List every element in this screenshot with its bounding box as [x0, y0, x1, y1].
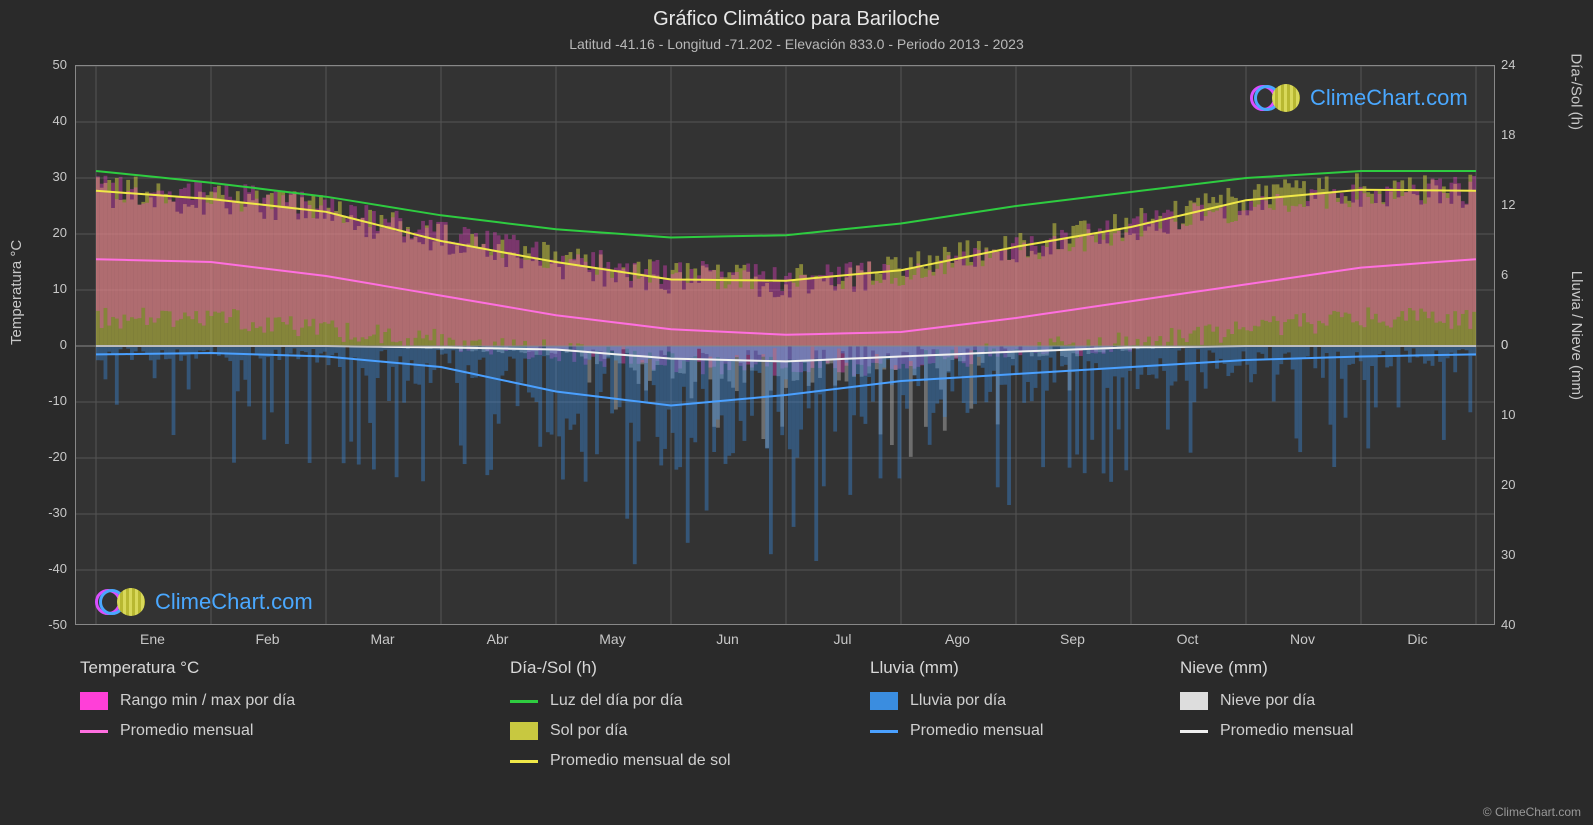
tick-right-bot: 0: [1501, 337, 1541, 352]
plot-svg: [76, 66, 1495, 625]
legend-item: Lluvia por día: [870, 692, 1043, 710]
axis-left-label: Temperatura °C: [8, 240, 25, 345]
tick-right-bot: 30: [1501, 547, 1541, 562]
tick-right-bot: 10: [1501, 407, 1541, 422]
axis-right-top-label: Día-/Sol (h): [1568, 53, 1585, 130]
tick-right-bot: 40: [1501, 617, 1541, 632]
legend-label: Lluvia por día: [910, 692, 1006, 710]
tick-left: -30: [27, 505, 67, 520]
legend-item: Nieve por día: [1180, 692, 1353, 710]
tick-right-top: 18: [1501, 127, 1541, 142]
month-label: Jun: [716, 631, 739, 647]
plot-area: [75, 65, 1495, 625]
month-label: Feb: [255, 631, 279, 647]
month-label: Mar: [370, 631, 394, 647]
watermark-text: ClimeChart.com: [155, 589, 313, 615]
legend-label: Promedio mensual: [120, 722, 253, 740]
legend-section-rain: Lluvia (mm) Lluvia por día Promedio mensua…: [870, 658, 1043, 752]
axis-right-bot-label: Lluvia / Nieve (mm): [1568, 271, 1585, 400]
legend-label: Luz del día por día: [550, 692, 683, 710]
legend-label: Rango min / max por día: [120, 692, 295, 710]
legend-title: Lluvia (mm): [870, 658, 1043, 678]
tick-left: -20: [27, 449, 67, 464]
legend-swatch: [80, 692, 108, 710]
legend-item: Promedio mensual: [1180, 722, 1353, 740]
legend-title: Día-/Sol (h): [510, 658, 731, 678]
legend-title: Temperatura °C: [80, 658, 295, 678]
tick-left: 10: [27, 281, 67, 296]
tick-left: 0: [27, 337, 67, 352]
tick-left: -50: [27, 617, 67, 632]
legend-item: Rango min / max por día: [80, 692, 295, 710]
tick-left: 50: [27, 57, 67, 72]
legend-swatch: [1180, 730, 1208, 733]
legend-swatch: [870, 692, 898, 710]
legend-item: Luz del día por día: [510, 692, 731, 710]
chart-title: Gráfico Climático para Bariloche: [0, 8, 1593, 31]
month-label: Oct: [1177, 631, 1199, 647]
climate-chart: Gráfico Climático para Bariloche Latitud…: [0, 0, 1593, 825]
legend-title: Nieve (mm): [1180, 658, 1353, 678]
legend-item: Promedio mensual: [870, 722, 1043, 740]
legend-item: Sol por día: [510, 722, 731, 740]
tick-right-top: 12: [1501, 197, 1541, 212]
legend-label: Promedio mensual de sol: [550, 752, 731, 770]
month-label: Sep: [1060, 631, 1085, 647]
legend-label: Sol por día: [550, 722, 627, 740]
legend-swatch: [870, 730, 898, 733]
month-label: Ago: [945, 631, 970, 647]
legend-swatch: [510, 760, 538, 763]
month-label: Abr: [487, 631, 509, 647]
legend-label: Nieve por día: [1220, 692, 1315, 710]
legend-label: Promedio mensual: [1220, 722, 1353, 740]
legend-section-temp: Temperatura °C Rango min / max por día Pro…: [80, 658, 295, 752]
tick-left: 30: [27, 169, 67, 184]
legend-label: Promedio mensual: [910, 722, 1043, 740]
chart-subtitle: Latitud -41.16 - Longitud -71.202 - Elev…: [0, 36, 1593, 52]
legend-swatch: [1180, 692, 1208, 710]
copyright: © ClimeChart.com: [1483, 805, 1581, 819]
legend-swatch: [80, 730, 108, 733]
watermark-text: ClimeChart.com: [1310, 85, 1468, 111]
tick-left: -40: [27, 561, 67, 576]
month-label: Nov: [1290, 631, 1315, 647]
legend-section-snow: Nieve (mm) Nieve por día Promedio mensual: [1180, 658, 1353, 752]
tick-left: 40: [27, 113, 67, 128]
legend-item: Promedio mensual: [80, 722, 295, 740]
legend-section-sun: Día-/Sol (h) Luz del día por día Sol por d…: [510, 658, 731, 782]
month-label: May: [599, 631, 625, 647]
tick-left: 20: [27, 225, 67, 240]
tick-right-top: 6: [1501, 267, 1541, 282]
watermark-logo: ClimeChart.com: [95, 588, 313, 616]
tick-left: -10: [27, 393, 67, 408]
tick-right-top: 24: [1501, 57, 1541, 72]
month-label: Dic: [1407, 631, 1427, 647]
legend-swatch: [510, 700, 538, 703]
month-label: Ene: [140, 631, 165, 647]
tick-right-bot: 20: [1501, 477, 1541, 492]
watermark-logo: ClimeChart.com: [1250, 84, 1468, 112]
legend-item: Promedio mensual de sol: [510, 752, 731, 770]
legend-swatch: [510, 722, 538, 740]
month-label: Jul: [834, 631, 852, 647]
